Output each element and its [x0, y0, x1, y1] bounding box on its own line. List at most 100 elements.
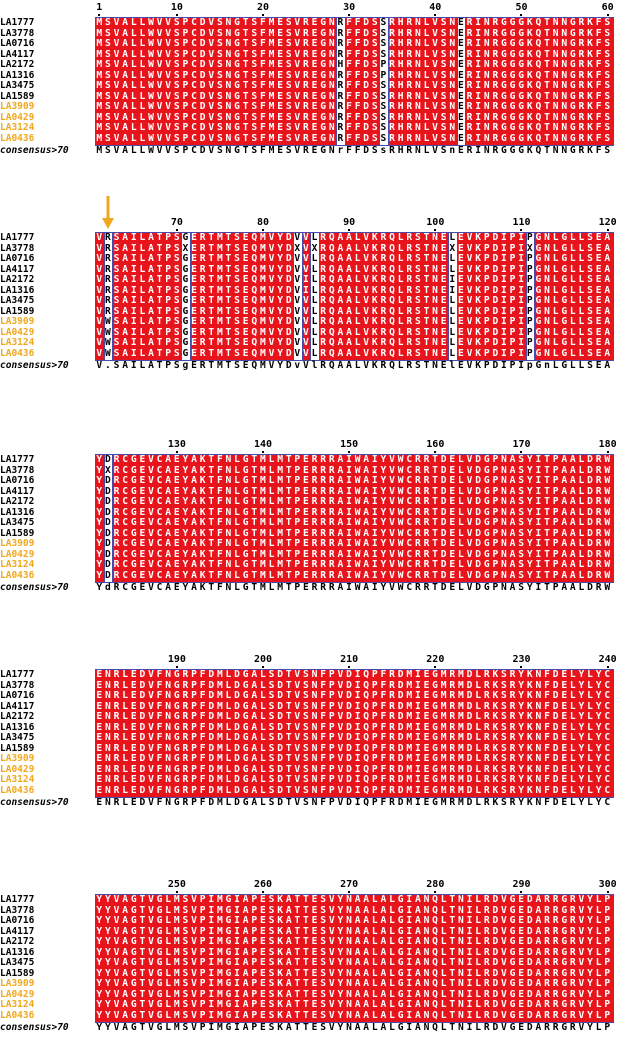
sequence-label: LA1589 [0, 90, 35, 102]
residue: W [148, 17, 154, 28]
residue: Y [587, 1009, 593, 1021]
residue: Y [96, 527, 103, 539]
consensus-residue: V [208, 145, 215, 156]
residue: T [156, 253, 163, 264]
residue: V [389, 475, 395, 486]
residue: A [337, 559, 344, 570]
residue: K [492, 753, 499, 764]
residue: N [449, 90, 456, 102]
sequence-label: LA4117 [0, 700, 35, 712]
residue: L [139, 326, 146, 338]
residue: V [208, 27, 215, 39]
residue: I [501, 305, 507, 317]
residue: G [242, 538, 249, 549]
residue: L [595, 967, 602, 979]
residue: M [440, 784, 447, 796]
residue: L [458, 496, 464, 507]
residue: A [380, 999, 387, 1010]
residue: L [234, 475, 240, 486]
residue: L [475, 978, 481, 989]
residue: N [165, 763, 172, 775]
residue: G [234, 38, 240, 49]
residue: S [440, 17, 447, 28]
residue: G [501, 48, 507, 60]
residue: Y [526, 517, 533, 528]
consensus-residue: V [268, 360, 275, 371]
residue: F [199, 669, 206, 680]
residue: N [423, 946, 430, 958]
residue: V [303, 305, 309, 317]
residue: A [535, 999, 542, 1010]
residue: L [268, 569, 275, 581]
residue: F [320, 742, 327, 754]
residue: A [354, 1009, 361, 1021]
residue: E [311, 957, 318, 968]
residue: R [311, 527, 318, 539]
residue: R [552, 999, 559, 1010]
residue: E [449, 496, 456, 507]
residue: N [328, 132, 335, 144]
residue: Q [251, 337, 258, 348]
residue: T [544, 517, 550, 528]
residue: M [268, 59, 275, 70]
consensus-residue: v [294, 360, 301, 371]
residue: G [242, 763, 249, 775]
residue: Y [96, 988, 103, 1000]
residue: L [578, 232, 585, 243]
residue: L [165, 946, 172, 958]
consensus-residue: E [561, 797, 568, 808]
residue: F [259, 111, 266, 123]
residue: T [423, 305, 430, 317]
residue: E [449, 506, 456, 518]
consensus-residue: L [389, 1022, 395, 1033]
residue: Y [526, 538, 533, 549]
residue: L [259, 774, 266, 785]
residue: L [475, 742, 481, 754]
residue: G [130, 559, 137, 570]
residue: A [191, 496, 197, 507]
residue: N [225, 132, 232, 144]
residue: N [423, 967, 430, 979]
residue: L [475, 936, 481, 947]
residue: V [96, 242, 103, 254]
residue: V [432, 59, 438, 70]
residue: M [259, 232, 266, 243]
residue: S [173, 69, 180, 81]
residue: V [208, 122, 215, 133]
residue: E [518, 999, 525, 1010]
consensus-residue: S [440, 145, 447, 156]
residue: S [173, 90, 180, 102]
residue: F [199, 753, 206, 764]
residue: I [208, 894, 215, 905]
residue: Q [251, 263, 258, 275]
residue: G [182, 316, 189, 327]
residue: E [458, 27, 464, 39]
residue: N [328, 17, 335, 28]
consensus-residue: N [483, 145, 490, 156]
residue: A [363, 894, 370, 905]
consensus-residue: N [165, 797, 172, 808]
residue: P [328, 732, 335, 743]
residue: L [475, 711, 481, 722]
residue: S [251, 80, 258, 91]
residue: G [432, 690, 438, 701]
residue: S [285, 59, 292, 70]
residue: V [113, 978, 120, 989]
consensus-residue: M [173, 1022, 180, 1033]
residue: M [277, 485, 283, 497]
residue: W [604, 506, 611, 518]
residue: V [148, 967, 154, 979]
residue: E [242, 337, 249, 348]
residue: A [346, 316, 352, 327]
residue: Y [96, 946, 103, 958]
residue: G [509, 936, 516, 947]
residue: K [587, 101, 593, 112]
residue: F [544, 700, 550, 712]
residue: I [475, 27, 481, 39]
residue: S [173, 122, 180, 133]
residue: Y [578, 711, 585, 722]
residue: E [423, 711, 430, 722]
residue: V [294, 274, 301, 285]
